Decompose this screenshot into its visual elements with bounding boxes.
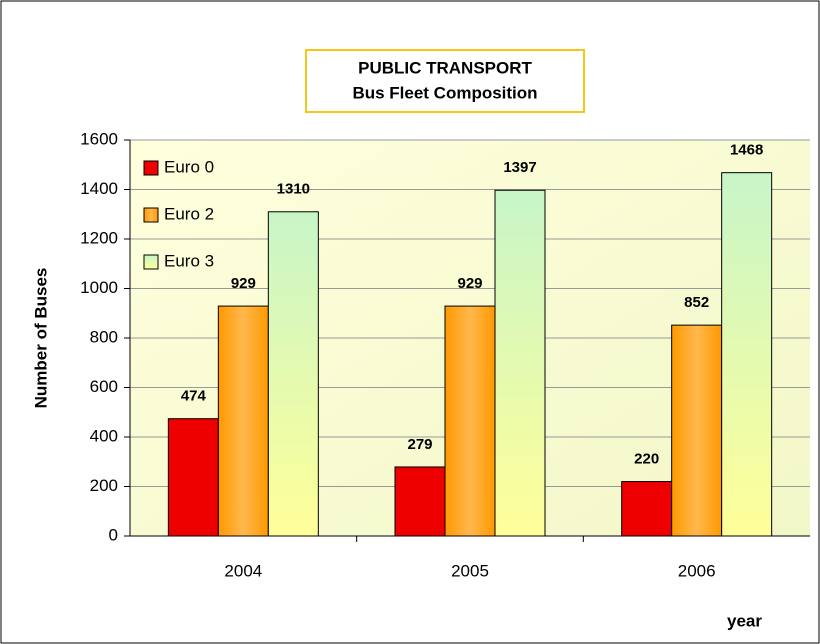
bar <box>267 211 319 537</box>
x-tick-label: 2006 <box>678 561 716 580</box>
y-tick-label: 0 <box>109 525 118 544</box>
bar <box>494 189 546 537</box>
data-label: 220 <box>634 451 659 468</box>
bar <box>167 418 219 537</box>
bar <box>621 481 673 537</box>
chart-title: PUBLIC TRANSPORT <box>358 58 532 77</box>
data-label: 929 <box>231 275 256 292</box>
y-tick-label: 800 <box>90 327 118 346</box>
y-axis-label: Number of Buses <box>31 268 50 409</box>
bar <box>721 172 773 537</box>
chart-subtitle: Bus Fleet Composition <box>352 83 537 102</box>
legend-swatch <box>143 207 159 223</box>
data-label: 474 <box>181 388 207 405</box>
bar <box>671 324 723 537</box>
x-tick-label: 2005 <box>451 561 489 580</box>
data-label: 1310 <box>277 181 310 198</box>
y-tick-label: 400 <box>90 426 118 445</box>
legend-swatch <box>143 160 159 176</box>
data-label: 279 <box>407 436 432 453</box>
y-tick-label: 1200 <box>80 228 118 247</box>
legend-label: Euro 2 <box>164 204 214 223</box>
data-label: 852 <box>684 294 709 311</box>
y-tick-label: 1000 <box>80 278 118 297</box>
legend-label: Euro 0 <box>164 157 214 176</box>
y-tick-label: 1400 <box>80 179 118 198</box>
y-tick-label: 200 <box>90 476 118 495</box>
y-tick-label: 1600 <box>80 129 118 148</box>
legend-swatch <box>143 254 159 270</box>
legend-label: Euro 3 <box>164 251 214 270</box>
data-label: 1468 <box>730 142 763 159</box>
bar <box>444 305 496 537</box>
title-box <box>305 49 585 113</box>
data-label: 929 <box>457 275 482 292</box>
bar <box>394 466 446 537</box>
x-axis-label: year <box>727 611 762 630</box>
y-tick-label: 600 <box>90 377 118 396</box>
x-tick-label: 2004 <box>224 561 262 580</box>
bar <box>217 305 269 537</box>
data-label: 1397 <box>503 159 536 176</box>
